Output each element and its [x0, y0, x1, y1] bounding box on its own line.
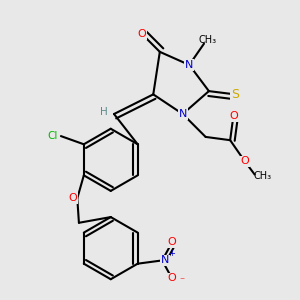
- Text: N: N: [185, 60, 194, 70]
- Text: ⁻: ⁻: [179, 276, 184, 286]
- Text: CH₃: CH₃: [198, 35, 216, 45]
- Text: N: N: [178, 109, 187, 119]
- Text: +: +: [169, 249, 176, 258]
- Text: O: O: [241, 157, 249, 166]
- Text: N: N: [160, 255, 169, 266]
- Text: H: H: [100, 107, 108, 117]
- Text: CH₃: CH₃: [254, 171, 272, 181]
- Text: S: S: [231, 88, 239, 101]
- Text: O: O: [168, 237, 176, 248]
- Text: O: O: [137, 29, 146, 39]
- Text: O: O: [229, 111, 238, 121]
- Text: O: O: [68, 193, 77, 203]
- Text: O: O: [168, 273, 176, 284]
- Text: Cl: Cl: [48, 131, 58, 141]
